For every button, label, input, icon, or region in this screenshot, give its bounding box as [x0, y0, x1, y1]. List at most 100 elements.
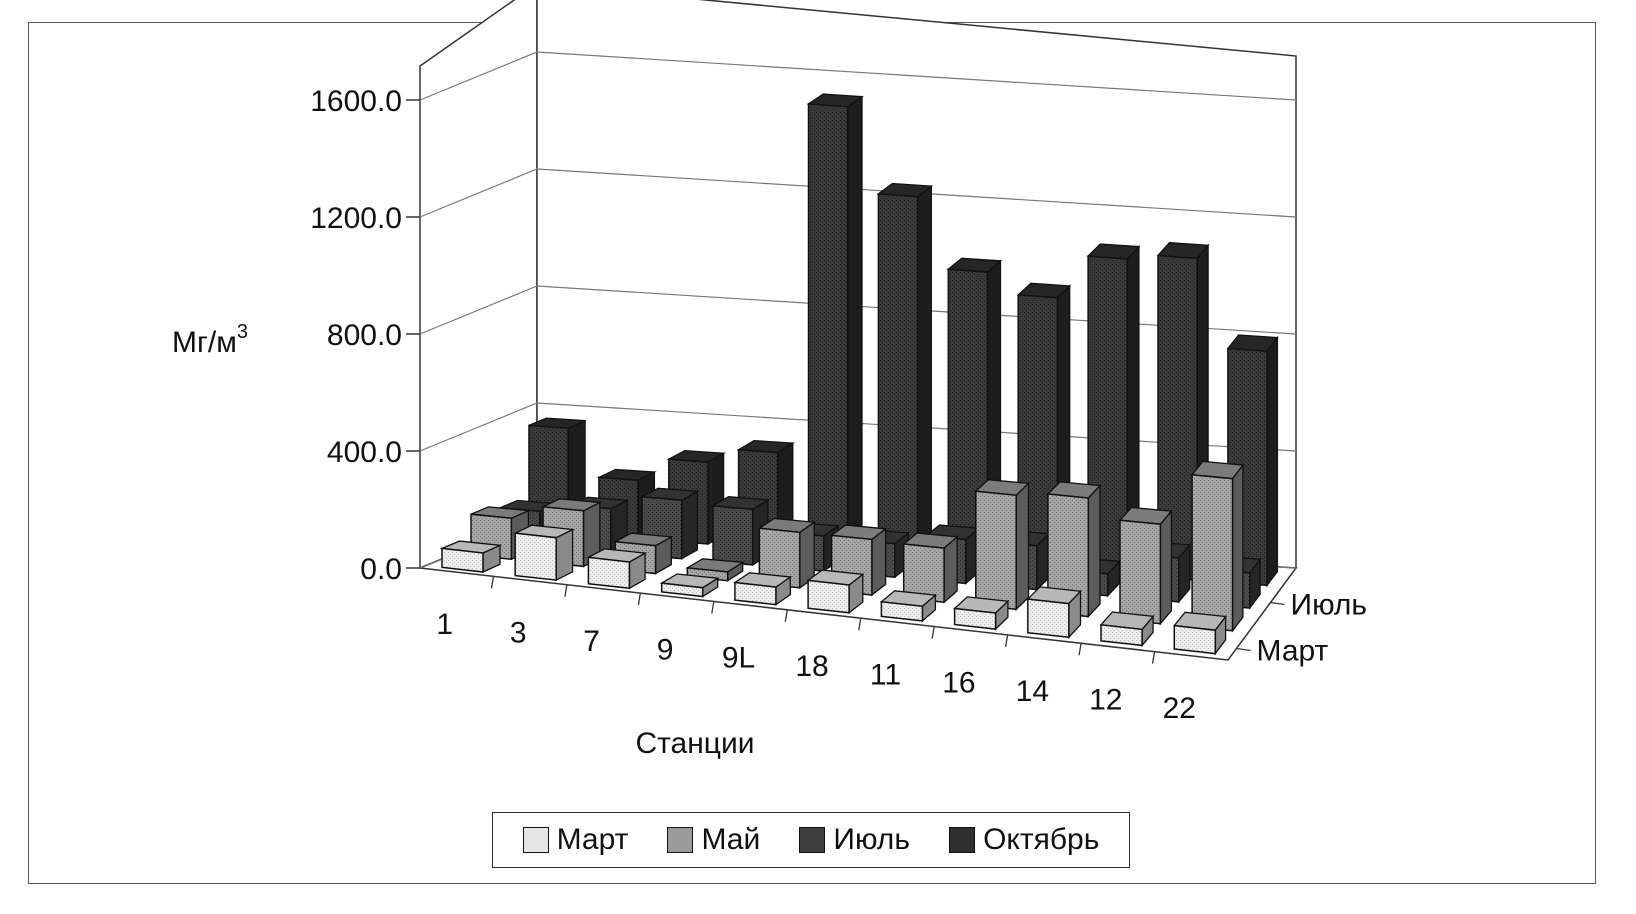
x-tick-mark	[711, 601, 715, 614]
x-tick-label: 14	[1016, 675, 1049, 708]
bar-Март-1	[439, 540, 503, 574]
bar-side	[1266, 335, 1279, 588]
bar-Март-16	[953, 596, 1010, 631]
bar-Май-12	[1118, 506, 1173, 626]
legend-swatch	[522, 827, 549, 853]
x-tick-label: 18	[795, 650, 828, 683]
bar-Март-9	[659, 573, 720, 598]
bar-side	[1159, 509, 1173, 626]
bar-Март-22	[1173, 611, 1227, 656]
legend-item: Май	[667, 823, 760, 857]
depth-tick-mark	[1236, 647, 1251, 652]
bar-side	[847, 95, 863, 556]
bar-Март-11	[879, 590, 937, 623]
bar-Июль-9	[710, 496, 770, 567]
gridline	[419, 51, 1297, 101]
y-axis-title-base: Мг/м	[172, 326, 237, 359]
x-tick-mark	[858, 618, 862, 631]
legend-label: Июль	[833, 823, 910, 856]
legend-item: Март	[522, 823, 629, 857]
bar-front	[1191, 473, 1234, 632]
bar-Март-7	[586, 548, 648, 590]
x-tick-mark	[1151, 651, 1156, 664]
bar-front	[734, 581, 777, 606]
bar-side	[1015, 481, 1030, 611]
x-tick-mark	[1078, 643, 1082, 656]
bar-Май-22	[1190, 460, 1245, 633]
bar-front	[807, 103, 849, 556]
bar-front	[975, 490, 1017, 611]
depth-axis-ticks: Март Июль	[1236, 589, 1368, 668]
bar-side	[681, 490, 699, 560]
bar-Май-9L	[757, 517, 817, 590]
x-tick-label: 1	[436, 608, 453, 641]
bar-front	[587, 556, 631, 590]
bar-front	[1173, 624, 1217, 655]
legend-swatch	[949, 827, 976, 853]
y-tick-label: 1600.0	[310, 85, 402, 118]
x-tick-label: 3	[510, 617, 527, 650]
bar-front	[953, 607, 997, 630]
bar-Май-16	[974, 479, 1030, 611]
y-tick-label: 0.0	[360, 553, 402, 586]
left-wall	[419, 0, 538, 570]
x-tick-mark	[1004, 634, 1009, 648]
bar-Март-9L	[733, 572, 793, 606]
bar-front	[807, 579, 850, 614]
x-tick-label: 12	[1089, 683, 1122, 716]
legend-label: Октябрь	[983, 823, 1100, 856]
y-tick-label: 800.0	[327, 319, 402, 352]
legend-label: Май	[701, 823, 761, 856]
bar-Март-12	[1099, 611, 1155, 648]
bar-front	[1100, 623, 1143, 647]
x-tick-label: 16	[942, 667, 975, 700]
y-axis-title-superscript: 3	[237, 321, 248, 343]
chart-bars	[439, 93, 1279, 656]
x-axis-ticks: 1 3 7 9 9L 18 11 16 14 12 22	[436, 576, 1196, 725]
bar-Март-14	[1026, 586, 1082, 639]
bar-side	[1231, 463, 1244, 633]
x-tick-mark	[931, 626, 935, 639]
bar-front	[877, 193, 919, 561]
bar-Май-14	[1046, 481, 1102, 619]
bar-Март-3	[512, 524, 575, 582]
x-axis-title: Станции	[635, 727, 754, 760]
bar-front	[712, 505, 754, 566]
bar-front	[441, 547, 484, 573]
bar-side	[916, 184, 932, 561]
depth-tick-label: Март	[1257, 635, 1329, 668]
x-tick-label: 9L	[722, 642, 755, 675]
bar-Май-11	[902, 532, 959, 604]
depth-tick-label: Июль	[1291, 589, 1368, 622]
legend-swatch	[799, 827, 826, 853]
bar-side	[1087, 483, 1101, 619]
x-tick-label: 22	[1163, 692, 1196, 725]
bar-Октябрь-9L	[806, 93, 864, 556]
x-tick-mark	[637, 592, 642, 606]
y-axis-title: Мг/м3	[172, 321, 248, 359]
x-tick-mark	[490, 576, 495, 589]
bar-Октябрь-18	[876, 182, 934, 561]
bar-front	[1027, 598, 1070, 639]
legend-item: Октябрь	[949, 823, 1099, 857]
legend-label: Март	[556, 823, 629, 856]
bar-side	[871, 527, 887, 597]
bar-front	[660, 582, 704, 598]
chart-legend: Март Май Июль Октябрь	[492, 812, 1130, 868]
bar-front	[1119, 519, 1162, 625]
bar-front	[880, 600, 924, 622]
y-tick-label: 1200.0	[310, 202, 402, 235]
depth-tick-mark	[1270, 601, 1285, 606]
legend-item: Июль	[799, 823, 910, 857]
gridline	[419, 168, 1297, 218]
x-tick-label: 7	[583, 625, 600, 658]
legend-swatch	[667, 827, 694, 853]
x-tick-label: 9	[657, 633, 674, 666]
y-axis-ticks: 0.0 400.0 800.0 1200.0 1600.0	[310, 85, 420, 586]
bar-front	[514, 532, 557, 581]
x-tick-mark	[784, 609, 788, 622]
x-tick-label: 11	[870, 658, 901, 691]
x-tick-mark	[564, 584, 568, 597]
bar-Март-18	[806, 569, 865, 615]
